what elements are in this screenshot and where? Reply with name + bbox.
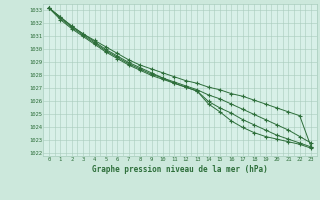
- X-axis label: Graphe pression niveau de la mer (hPa): Graphe pression niveau de la mer (hPa): [92, 165, 268, 174]
